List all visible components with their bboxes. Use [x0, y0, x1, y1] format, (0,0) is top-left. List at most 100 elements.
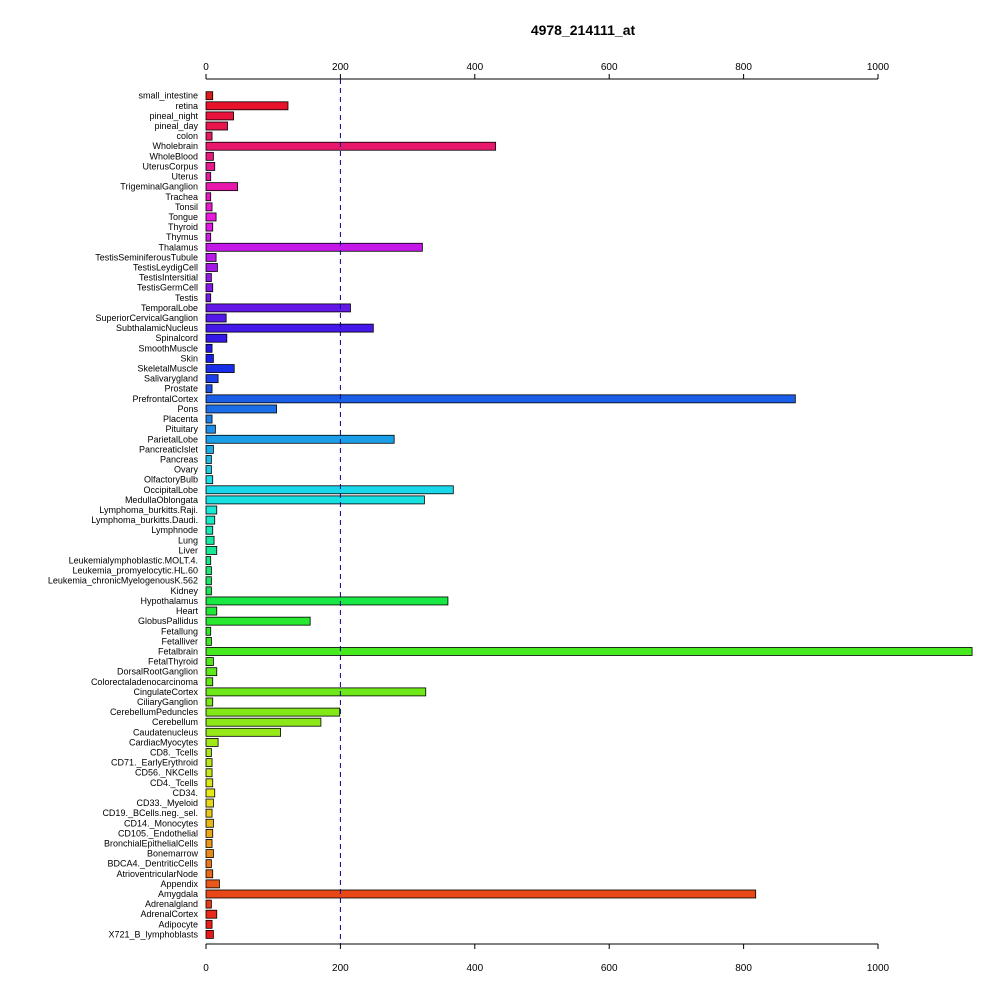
bar [205, 323, 374, 333]
bar [205, 111, 234, 121]
bar [205, 788, 216, 798]
category-label: BDCA4._DentriticCells [107, 859, 198, 869]
bar [205, 172, 212, 181]
category-label: CD19._BCells.neg._sel. [102, 808, 198, 818]
bar [205, 566, 212, 576]
top-tick-label: 1000 [867, 62, 890, 73]
bar [205, 667, 218, 677]
category-label: CingulateCortex [133, 687, 198, 697]
category-label: UterusCorpus [142, 161, 198, 171]
category-label: TestisLeydigCell [133, 262, 198, 272]
top-tick-label: 800 [735, 62, 752, 73]
bar [205, 485, 454, 495]
category-label: Liver [178, 545, 198, 555]
category-label: TestisIntersitial [139, 273, 198, 283]
bar [205, 626, 212, 636]
bar [205, 131, 213, 141]
category-label: Amygdala [158, 889, 198, 899]
bar [205, 717, 322, 727]
category-labels: small_intestineretinapineal_nightpineal_… [48, 91, 199, 940]
category-label: Tonsil [175, 202, 198, 212]
bar [205, 384, 213, 394]
chart-title: 4978_214111_at [531, 22, 636, 38]
category-label: Prostate [164, 384, 198, 394]
category-label: Tongue [168, 212, 198, 222]
category-label: Salivarygland [144, 374, 198, 384]
top-tick-label: 200 [332, 62, 349, 73]
bar [205, 444, 214, 454]
bar [205, 849, 214, 858]
bar [205, 606, 218, 616]
category-label: CD71._EarlyErythroid [111, 758, 198, 768]
bar [205, 151, 214, 161]
category-label: TestisGermCell [137, 283, 198, 293]
bar [205, 263, 218, 272]
bar [205, 657, 214, 666]
category-label: ParietalLobe [147, 434, 198, 444]
bar [205, 616, 311, 626]
category-label: TrigeminalGanglion [120, 182, 198, 192]
bar [205, 495, 425, 505]
category-label: Pons [177, 404, 198, 414]
category-label: SubthalamicNucleus [116, 323, 199, 333]
category-label: Leukemialymphoblastic.MOLT.4. [69, 556, 198, 566]
category-label: Fetalbrain [158, 646, 198, 656]
category-label: Placenta [163, 414, 198, 424]
category-label: Cerebellum [152, 717, 198, 727]
bar [205, 828, 214, 838]
category-label: PrefrontalCortex [132, 394, 198, 404]
category-label: Caudatenucleus [133, 727, 199, 737]
bar [205, 919, 213, 929]
bar-series [205, 91, 973, 939]
category-label: CD4._Tcells [150, 778, 199, 788]
category-label: Kidney [170, 586, 198, 596]
bottom-tick-label: 600 [601, 963, 618, 974]
category-label: Thyroid [168, 222, 198, 232]
category-label: Lung [178, 535, 198, 545]
category-label: CD34. [172, 788, 198, 798]
top-tick-label: 600 [601, 62, 618, 73]
category-label: FetalThyroid [148, 657, 198, 667]
bar [205, 313, 227, 323]
bar [205, 192, 212, 202]
bar [205, 414, 213, 424]
bar [205, 818, 214, 828]
category-label: Bonemarrow [147, 849, 199, 859]
category-label: CD14._Monocytes [124, 818, 199, 828]
category-label: Colorectaladenocarcinoma [91, 677, 198, 687]
bar [205, 404, 277, 414]
category-label: Wholebrain [152, 141, 198, 151]
category-label: Trachea [165, 192, 198, 202]
bar [205, 758, 213, 768]
category-label: Adipocyte [158, 919, 198, 929]
category-label: Leukemia_promyelocytic.HL.60 [72, 566, 198, 576]
category-label: Fetalliver [161, 636, 198, 646]
category-label: Heart [176, 606, 199, 616]
category-label: BronchialEpithelialCells [104, 838, 199, 848]
category-label: Leukemia_chronicMyelogenousK.562 [48, 576, 198, 586]
category-label: CD105._Endothelial [118, 828, 198, 838]
bottom-tick-label: 1000 [867, 963, 890, 974]
category-label: Testis [175, 293, 199, 303]
bar [205, 697, 214, 707]
category-label: Thymus [166, 232, 199, 242]
category-label: CD56._NKCells [135, 768, 199, 778]
bar [205, 727, 281, 737]
bar [205, 525, 214, 535]
category-label: Hypothalamus [140, 596, 198, 606]
bar [205, 283, 214, 293]
bar [205, 596, 449, 606]
bar [205, 343, 213, 353]
category-label: pineal_day [154, 121, 198, 131]
bar [205, 909, 218, 919]
bar [205, 647, 973, 656]
bar [205, 121, 228, 131]
bar [205, 182, 238, 192]
category-label: SuperiorCervicalGanglion [95, 313, 198, 323]
bar [205, 273, 212, 282]
category-label: Spinalcord [155, 333, 198, 343]
bar [205, 141, 497, 151]
category-label: Lymphnode [151, 525, 198, 535]
category-label: Uterus [171, 172, 198, 182]
